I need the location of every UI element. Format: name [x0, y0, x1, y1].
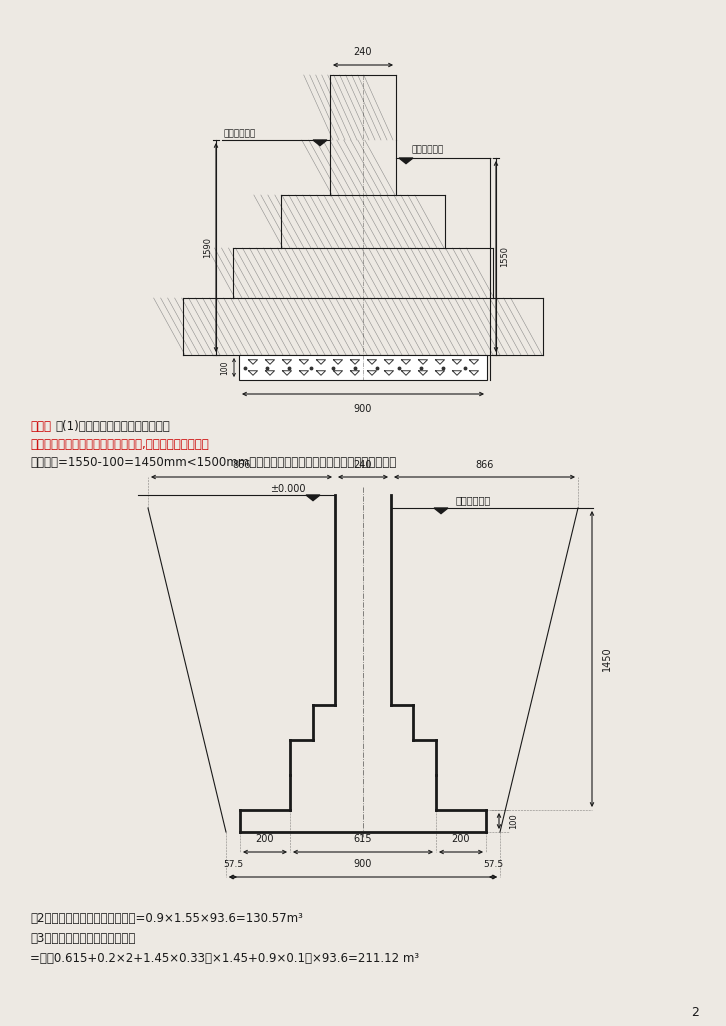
- Text: 1450: 1450: [602, 646, 612, 671]
- Text: 900: 900: [354, 859, 372, 869]
- Text: 57.5: 57.5: [223, 860, 243, 869]
- Text: 1590: 1590: [203, 237, 213, 258]
- Text: 866: 866: [476, 460, 494, 470]
- Text: 200: 200: [452, 834, 470, 844]
- Text: 57.5: 57.5: [483, 860, 503, 869]
- Text: ±0.000: ±0.000: [270, 484, 306, 494]
- Text: 100: 100: [509, 814, 518, 829]
- Text: 240: 240: [354, 460, 372, 470]
- Text: 2: 2: [691, 1005, 699, 1019]
- Text: 615: 615: [354, 834, 372, 844]
- Text: 900: 900: [354, 404, 372, 415]
- Text: 室外设计地面: 室外设计地面: [456, 495, 492, 505]
- Text: 放坡深度=1550-100=1450mm<1500mm（三类土放坡起点深度），故题意与定额不符。: 放坡深度=1550-100=1450mm<1500mm（三类土放坡起点深度），故…: [30, 456, 396, 469]
- Text: 1550: 1550: [500, 246, 510, 267]
- Polygon shape: [434, 508, 448, 514]
- Text: （3）挖基础土方定额计价工程量: （3）挖基础土方定额计价工程量: [30, 932, 135, 945]
- Polygon shape: [313, 140, 327, 146]
- Polygon shape: [306, 495, 320, 501]
- Text: 讨论：定额规定从垫层顶面开始放坡,按图示尺寸计算得：: 讨论：定额规定从垫层顶面开始放坡,按图示尺寸计算得：: [30, 438, 209, 451]
- Bar: [239, 355, 487, 380]
- Text: 设计室外地平: 设计室外地平: [411, 146, 444, 155]
- Text: ：(1)基础土方开挖的截面图如下：: ：(1)基础土方开挖的截面图如下：: [55, 420, 171, 433]
- Text: 设计室内地平: 设计室内地平: [224, 129, 256, 139]
- Text: 240: 240: [354, 47, 372, 57]
- Text: 866: 866: [232, 460, 250, 470]
- Text: 100: 100: [221, 360, 229, 374]
- Text: =［（0.615+0.2×2+1.45×0.33）×1.45+0.9×0.1］×93.6=211.12 m³: =［（0.615+0.2×2+1.45×0.33）×1.45+0.9×0.1］×…: [30, 952, 419, 965]
- Text: 200: 200: [256, 834, 274, 844]
- Polygon shape: [399, 158, 413, 163]
- Text: （2）挖基础土方清单计价工程量=0.9×1.55×93.6=130.57m³: （2）挖基础土方清单计价工程量=0.9×1.55×93.6=130.57m³: [30, 912, 303, 925]
- Text: 【解】: 【解】: [30, 420, 51, 433]
